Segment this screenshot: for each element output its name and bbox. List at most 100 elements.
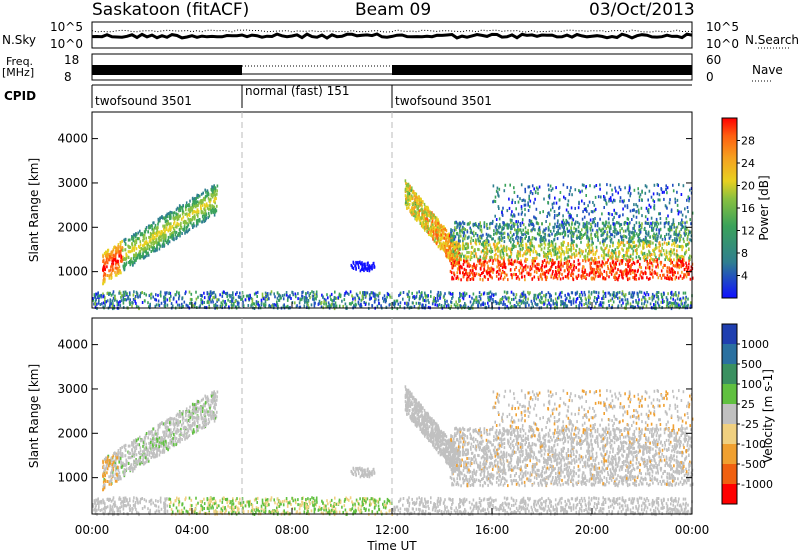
power-pixel (168, 297, 171, 301)
power-pixel (580, 299, 583, 303)
power-pixel (671, 239, 674, 243)
power-pixel (158, 218, 160, 222)
power-pixel (298, 305, 301, 309)
power-pixel (655, 228, 658, 232)
power-pixel (567, 292, 569, 296)
power-pixel (601, 297, 603, 301)
power-pixel (127, 256, 130, 259)
power-pixel (102, 266, 104, 270)
power-pixel (134, 297, 136, 301)
power-pixel (192, 209, 194, 213)
power-pixel (380, 304, 382, 308)
power-pixel (165, 214, 167, 218)
power-pixel (646, 276, 648, 280)
power-pixel (580, 249, 583, 253)
power-pixel (135, 290, 138, 294)
freq-left-tick-top: 18 (64, 53, 79, 67)
power-pixel (638, 298, 640, 302)
power-pixel (165, 235, 167, 239)
power-pixel (149, 293, 152, 297)
power-pixel (204, 188, 206, 192)
power-pixel (629, 230, 631, 234)
power-pixel (417, 205, 420, 209)
power-pixel (351, 294, 353, 298)
power-pixel (200, 298, 202, 302)
power-pixel (622, 292, 625, 296)
power-pixel (320, 305, 323, 309)
power-pixel (175, 208, 178, 212)
power-pixel (154, 247, 157, 251)
power-pixel (282, 294, 284, 298)
power-pixel (587, 301, 590, 305)
power-pixel (145, 240, 147, 244)
power-pixel (363, 301, 365, 304)
power-pixel (214, 186, 216, 190)
power-pixel (450, 304, 453, 308)
power-pixel (209, 290, 212, 294)
power-pixel (618, 221, 620, 225)
power-pixel (95, 292, 97, 296)
power-pixel (679, 274, 682, 278)
power-pixel (104, 301, 106, 305)
power-pixel (487, 301, 489, 305)
power-pixel (215, 197, 217, 201)
power-pixel (138, 237, 141, 241)
power-pixel (482, 292, 485, 296)
power-pixel (221, 303, 224, 307)
power-pixel (469, 264, 472, 268)
power-pixel (601, 240, 604, 244)
power-pixel (577, 262, 580, 266)
power-pixel (632, 257, 634, 261)
power-pixel (331, 299, 333, 303)
power-pixel (109, 268, 112, 272)
power-pixel (664, 235, 666, 238)
power-pixel (510, 290, 513, 294)
power-pixel (470, 228, 472, 232)
power-pixel (558, 245, 561, 249)
power-pixel (530, 239, 532, 242)
power-pixel (556, 251, 559, 255)
power-pixel (180, 221, 182, 225)
power-pixel (559, 277, 562, 281)
power-pixel (94, 299, 97, 303)
power-pixel (442, 245, 445, 249)
power-pixel (577, 251, 580, 255)
power-pixel (656, 272, 659, 276)
power-pixel (444, 233, 447, 237)
radar-title: Saskatoon (fitACF) (92, 0, 250, 20)
power-pixel (155, 231, 158, 235)
power-pixel (660, 269, 663, 273)
power-pixel (450, 254, 452, 258)
power-pixel (521, 275, 523, 279)
power-pixel (174, 216, 177, 220)
power-pixel (618, 290, 621, 294)
power-pixel (454, 226, 456, 230)
power-pixel (408, 206, 410, 210)
power-pixel (148, 247, 151, 251)
power-pixel (604, 261, 607, 265)
power-pixel (430, 231, 433, 235)
power-pixel (176, 290, 178, 294)
power-pixel (459, 247, 461, 251)
power-pixel (558, 293, 561, 297)
power-pixel (553, 238, 555, 242)
power-pixel (601, 260, 604, 264)
power-pixel (596, 260, 599, 264)
power-pixel (618, 274, 621, 278)
power-pixel (135, 238, 137, 242)
power-pixel (109, 291, 111, 295)
power-pixel (276, 296, 279, 300)
power-pixel (579, 301, 581, 305)
power-pixel (125, 252, 127, 256)
power-pixel (208, 204, 211, 208)
power-pixel (212, 295, 214, 299)
power-pixel (460, 294, 462, 297)
power-pixel (498, 249, 500, 253)
power-pixel (307, 291, 309, 295)
power-pixel (663, 241, 666, 245)
power-pixel (501, 226, 504, 230)
power-pixel (503, 240, 506, 244)
power-pixel (191, 217, 194, 220)
power-pixel (487, 266, 489, 270)
power-pixel (444, 302, 446, 306)
